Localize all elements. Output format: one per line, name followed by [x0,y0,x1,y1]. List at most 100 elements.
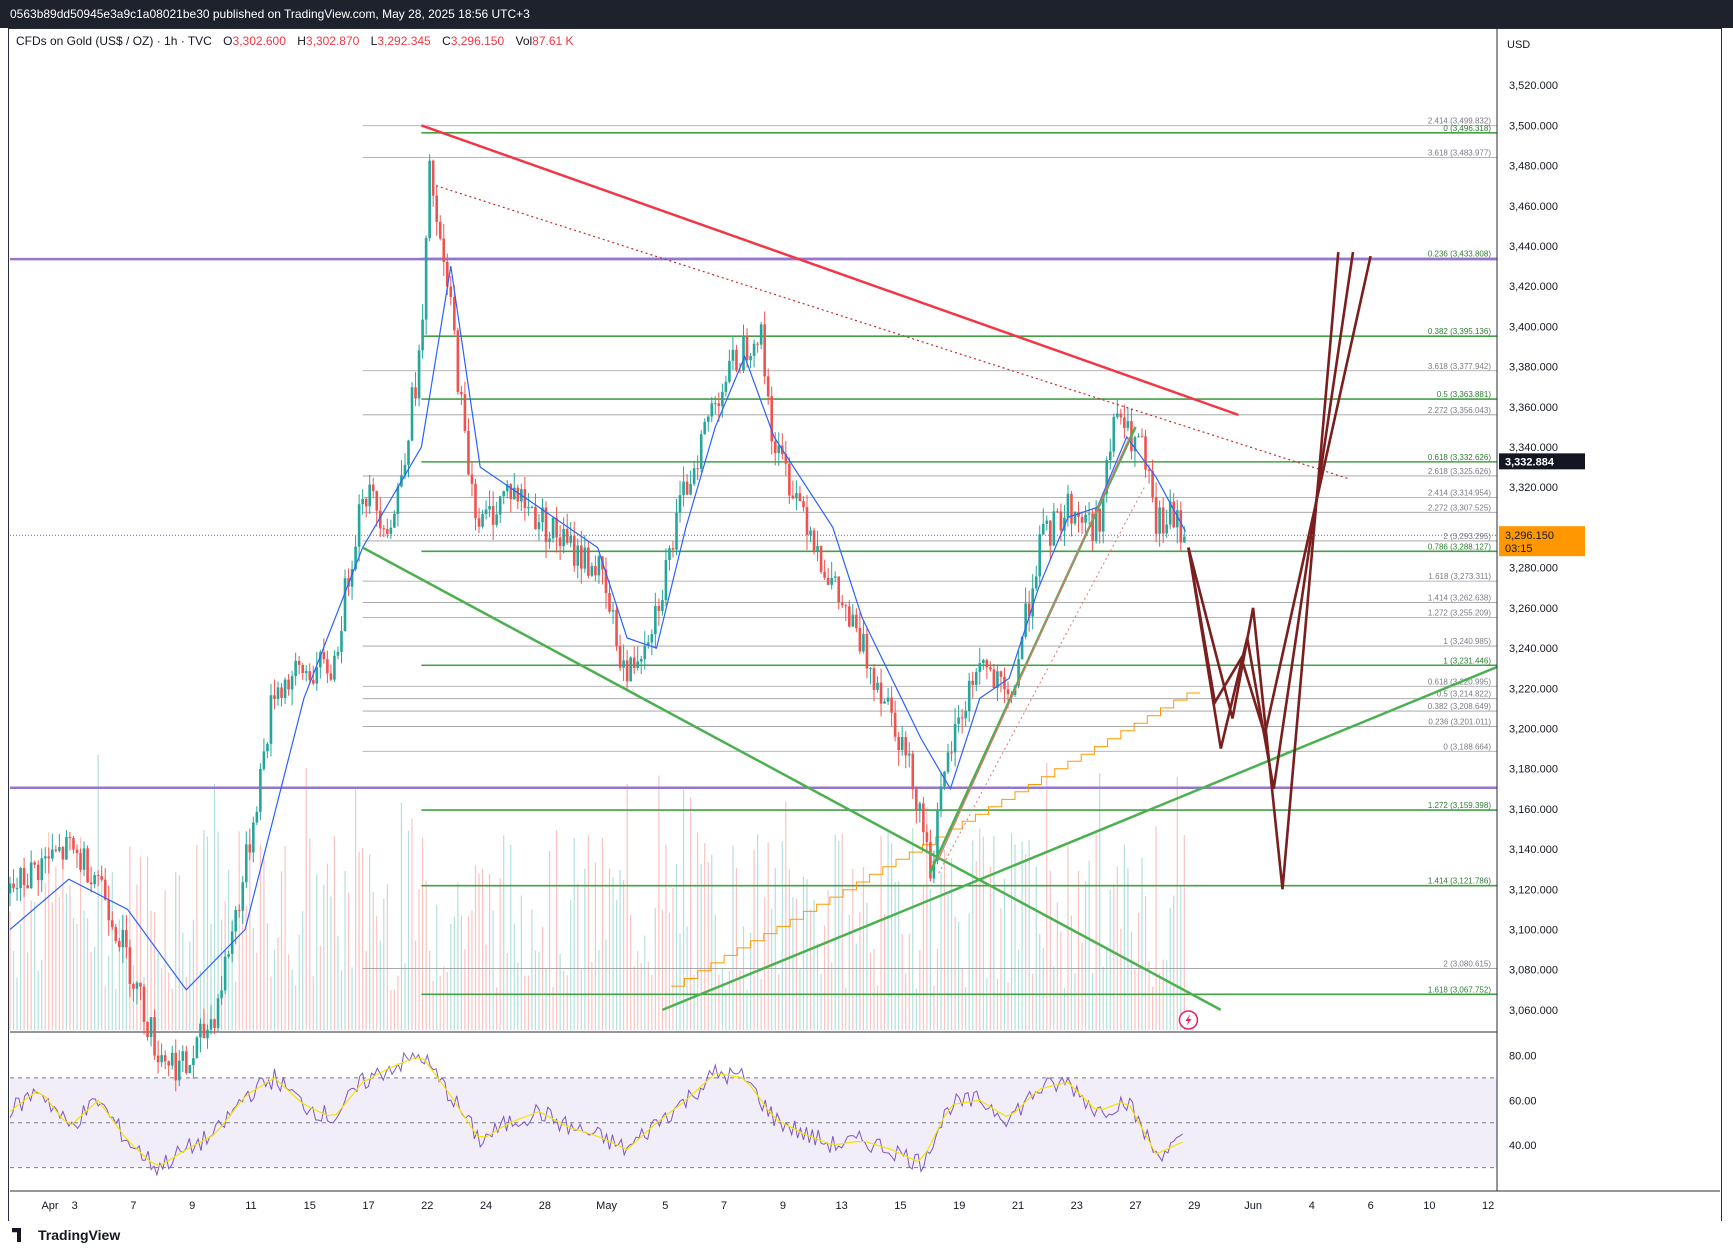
candle-body [844,605,848,607]
candle-body [47,856,51,859]
fib-level-label: 3.618 (3,483.977) [1428,149,1491,158]
candle-body [1038,534,1042,577]
candle-body [442,238,446,262]
tradingview-logo[interactable]: TradingView [12,1227,120,1243]
price-tick-label: 3,060.000 [1509,1005,1558,1017]
candle-body [1063,517,1066,531]
price-marker-box [1499,453,1585,470]
candle-body [26,885,29,889]
candle-body [812,530,816,552]
price-tick-label: 3,440.000 [1509,241,1558,253]
candle-body [1024,603,1027,637]
candle-body [537,522,541,530]
candle-body [297,660,301,665]
countdown-label: 03:15 [1505,543,1533,555]
candle-body [54,849,58,851]
candle-body [12,883,15,889]
candle-body [453,297,456,331]
candle-body [777,445,781,454]
price-tick-label: 3,360.000 [1509,402,1558,414]
candle-body [678,495,682,513]
candle-body [682,481,685,496]
candle-body [121,930,125,948]
candle-body [904,737,908,756]
candle-body [449,286,453,298]
candle-body [1070,493,1073,524]
candle-body [1006,689,1010,695]
price-tick-label: 3,180.000 [1509,764,1558,776]
candle-body [311,679,315,684]
candle-body [929,841,932,879]
candle-body [386,529,389,534]
candle-body [900,737,904,750]
candle-body [978,663,982,672]
fib-level-label: 0.618 (3,332.626) [1428,453,1491,462]
candle-body [79,853,82,870]
candle-body [1126,421,1130,428]
candle-body [604,569,608,594]
chart-frame[interactable] [8,28,1722,1223]
fib-level-label: 1.618 (3,067.752) [1428,985,1491,994]
candle-body [611,610,615,612]
candle-body [174,1052,178,1081]
candle-body [431,160,435,196]
time-tick-label: 23 [1071,1200,1083,1212]
candle-body [262,751,266,769]
candle-body [946,752,950,772]
candle-body [167,1061,170,1066]
candle-body [939,786,943,811]
open-label: O [223,34,233,48]
candle-body [36,864,40,881]
candle-body [160,1055,163,1063]
high-label: H [297,34,306,48]
price-tick-label: 3,120.000 [1509,884,1558,896]
candle-body [195,1037,199,1059]
fib-level-label: 1 (3,240.985) [1443,637,1491,646]
candle-body [177,1060,181,1081]
candle-body [8,883,12,894]
candle-body [551,517,555,539]
price-tick-label: 3,320.000 [1509,482,1558,494]
price-tick-label: 3,080.000 [1509,965,1558,977]
high-value: 3,302.870 [305,34,360,48]
price-tick-label: 3,460.000 [1509,201,1558,213]
candle-body [742,335,745,371]
candle-body [1101,493,1105,532]
candle-body [1087,513,1091,515]
candle-body [689,483,692,495]
candle-body [865,633,869,669]
candle-body [840,602,844,606]
candle-body [756,343,759,345]
candle-body [170,1052,174,1066]
candle-body [558,537,562,547]
symbol-label: CFDs on Gold (US$ / OZ) · 1h · TVC [16,34,212,48]
time-tick-label: 9 [189,1200,195,1212]
fib-level-label: 2.414 (3,499.832) [1428,117,1491,126]
candle-body [752,343,756,356]
candle-body [100,876,103,880]
candle-body [953,723,957,753]
candle-body [1059,511,1063,531]
candle-body [280,687,283,699]
price-marker-label: 3,332.884 [1505,456,1555,468]
candle-body [932,860,936,879]
candle-body [1073,512,1077,524]
candle-body [650,634,654,643]
candle-body [481,514,484,527]
fib-level-label: 2.272 (3,307.525) [1428,503,1491,512]
candle-body [795,493,798,499]
published-bar: 0563b89dd50945e3a9c1a08021be30 published… [0,0,1733,28]
candle-body [294,660,297,677]
candle-body [788,463,791,496]
candle-body [213,1019,216,1029]
candle-body [220,990,223,999]
candle-body [805,507,809,535]
candle-body [477,518,481,527]
price-tick-label: 3,100.000 [1509,924,1558,936]
candle-body [654,605,657,635]
candle-body [308,671,312,680]
candle-body [1049,520,1052,546]
candle-body [745,335,749,361]
candle-body [1003,676,1006,690]
